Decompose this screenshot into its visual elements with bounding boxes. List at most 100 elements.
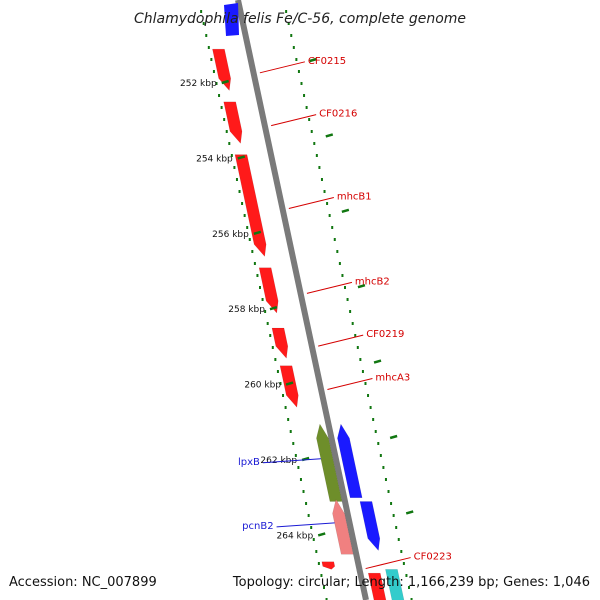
gene-arrow-cf0223 <box>321 561 336 570</box>
inner-guide-dot <box>322 586 325 589</box>
inner-guide-dot <box>292 442 295 445</box>
inner-guide-dot <box>200 10 203 13</box>
blue-gene-arrow <box>224 3 239 36</box>
kbp-tick-label: 264 kbp <box>277 531 314 541</box>
inner-guide-dot <box>312 538 315 541</box>
inner-guide-dot <box>289 430 292 433</box>
kbp-tick-label: 262 kbp <box>260 456 297 466</box>
gene-labels: CF0215 CF0216 mhcB1 mhcB2 CF0219 mhcA3 lpxB pcn… <box>238 56 452 570</box>
label-leader <box>306 281 353 294</box>
gene-arrow-mhcb1 <box>234 154 267 258</box>
outer-guide-dot <box>326 202 329 205</box>
inner-guide-dot <box>233 166 236 169</box>
inner-guide-dot <box>210 58 213 61</box>
inner-guide-dot <box>253 262 256 265</box>
label-leader <box>288 197 334 210</box>
outer-guide-dot <box>384 478 387 481</box>
outer-guide-dot <box>367 394 370 397</box>
outer-guide-dot <box>341 274 344 277</box>
gene-arrow-mhcb2 <box>258 267 279 314</box>
gene-arrow-cf0215 <box>212 48 232 92</box>
outer-guide-dot <box>323 190 326 193</box>
inner-guide-dot <box>220 106 223 109</box>
inner-guide-dot <box>307 514 310 517</box>
accession-text: Accession: NC_007899 <box>9 575 157 590</box>
gene-label-lpxb: lpxB <box>238 457 260 468</box>
outer-guide-dot <box>290 34 293 37</box>
outer-tick-mark <box>373 359 382 364</box>
label-leader <box>327 377 373 390</box>
inner-guide-dot <box>228 142 231 145</box>
outer-guide-dot <box>308 118 311 121</box>
outer-guide-dot <box>331 226 334 229</box>
kbp-tick-label: 260 kbp <box>244 381 281 391</box>
outer-guide-dot <box>361 370 364 373</box>
gene-label-mhca3: mhcA3 <box>375 372 410 383</box>
kbp-tick-label: 252 kbp <box>180 79 217 89</box>
inner-guide-dot <box>202 22 205 25</box>
outer-guide-dot <box>377 442 380 445</box>
inner-guide-dot <box>238 190 241 193</box>
outer-guide-dot <box>407 586 410 589</box>
inner-guide-dot <box>325 598 328 600</box>
inner-guide-dot <box>212 70 215 73</box>
outer-tick-mark <box>341 208 350 214</box>
blue-gene-arrow <box>359 501 381 552</box>
inner-guide-dot <box>294 454 297 457</box>
outer-guide-dot <box>400 550 403 553</box>
outer-guide-dot <box>356 346 359 349</box>
inner-guide-dot <box>282 394 285 397</box>
outer-guide-dot <box>338 262 341 265</box>
outer-guide-dot <box>318 166 321 169</box>
outer-guide-dot <box>303 94 306 97</box>
outer-tick-mark <box>357 283 366 289</box>
inner-guide-dot <box>259 286 262 289</box>
inner-guide-dot <box>248 238 251 241</box>
outer-guide-dot <box>285 10 288 13</box>
gene-label-mhcb1: mhcB1 <box>337 192 372 203</box>
outer-guide-dot <box>374 430 377 433</box>
map-title: Chlamydophila felis Fe/C-56, complete ge… <box>134 11 466 27</box>
kbp-tick-mark <box>285 381 294 386</box>
genome-summary: Topology: circular; Length: 1,166,239 bp… <box>232 575 590 590</box>
outer-tick-mark <box>309 57 318 63</box>
blue-gene-arrow <box>337 423 363 498</box>
cyan-gene-arrow <box>385 569 405 600</box>
outer-guide-dot <box>369 406 372 409</box>
outer-guide-dot <box>405 574 408 577</box>
kbp-tick-label: 254 kbp <box>196 154 233 164</box>
inner-guide-dot <box>299 478 302 481</box>
outer-tick-mark <box>389 434 398 440</box>
inner-guide-dot <box>269 334 272 337</box>
gene-label-cf0223: CF0223 <box>414 552 452 563</box>
outer-guide-dot <box>349 310 352 313</box>
outer-guide-dot <box>390 502 393 505</box>
inner-guide-dot <box>218 94 221 97</box>
outer-guide-dot <box>354 334 357 337</box>
outer-guide-dot <box>320 178 323 181</box>
kbp-tick-label: 256 kbp <box>212 230 249 240</box>
inner-guide-dot <box>287 418 290 421</box>
outer-guide-dot <box>372 418 375 421</box>
outer-guide-dot <box>379 454 382 457</box>
outer-guide-dot <box>297 70 300 73</box>
kbp-tick-label: 258 kbp <box>228 305 265 315</box>
inner-guide-dot <box>246 226 249 229</box>
kbp-tick-mark <box>237 155 246 160</box>
label-leader <box>318 334 364 347</box>
outer-guide-dot <box>287 22 290 25</box>
gene-label-pcnb2: pcnB2 <box>242 521 273 532</box>
kbp-tick-mark <box>269 305 278 311</box>
inner-guide-dot <box>274 358 277 361</box>
inner-guide-dot <box>230 154 233 157</box>
gene-arrow-mhca3 <box>279 365 299 408</box>
gene-features <box>212 3 405 600</box>
outer-guide-dot <box>295 58 298 61</box>
outer-guide-dot <box>313 142 316 145</box>
gene-label-cf0219: CF0219 <box>366 329 404 340</box>
inner-guide-dot <box>284 406 287 409</box>
kbp-tick-mark <box>317 532 326 537</box>
outer-guide-dot <box>387 490 390 493</box>
inner-guide-dot <box>279 382 282 385</box>
